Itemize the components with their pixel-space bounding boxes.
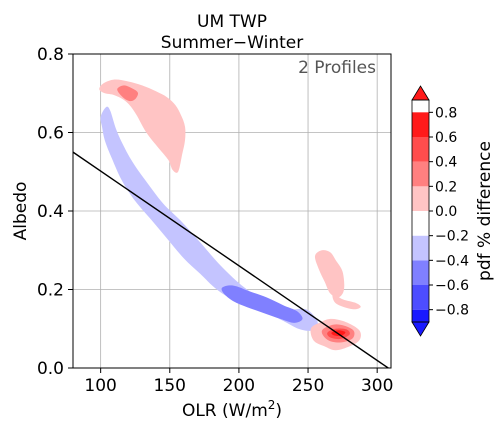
x-tick-label-250: 250 xyxy=(292,376,324,396)
colorbar-tick-label-4: −0.2 xyxy=(435,229,469,245)
y-tick-label-0.2: 0.2 xyxy=(37,281,64,301)
colorbar xyxy=(411,85,430,337)
y-tick-label-0.4: 0.4 xyxy=(37,202,64,222)
y-axis-ticks: 0.0 0.2 0.4 0.6 0.8 xyxy=(37,45,73,379)
y-axis-label: Albedo xyxy=(11,182,31,241)
chart-subtitle: Summer−Winter xyxy=(161,33,303,53)
colorbar-segment-4 xyxy=(412,235,429,261)
x-axis-ticks: 100 150 200 250 300 xyxy=(84,368,393,396)
colorbar-segment-9 xyxy=(412,112,429,137)
colorbar-segment-3 xyxy=(412,260,429,285)
colorbar-segment-2 xyxy=(412,285,429,310)
colorbar-segment-1 xyxy=(412,309,429,322)
colorbar-tick-label-5: 0.0 xyxy=(435,204,457,220)
contour-pos-top-left-core xyxy=(117,85,139,102)
colorbar-tick-label-1: −0.8 xyxy=(435,303,469,319)
contour-neg-core xyxy=(221,285,303,323)
x-tick-label-150: 150 xyxy=(154,376,186,396)
contour-pos-mid-right xyxy=(314,250,345,298)
x-tick-label-300: 300 xyxy=(361,376,393,396)
profiles-annotation: 2 Profiles xyxy=(298,58,376,78)
colorbar-tick-label-8: 0.6 xyxy=(435,130,457,146)
colorbar-segment-7 xyxy=(412,161,429,187)
colorbar-segment-8 xyxy=(412,137,429,162)
colorbar-label: pdf % difference xyxy=(475,141,495,281)
reference-line-segment xyxy=(72,151,389,369)
y-tick-label-0.8: 0.8 xyxy=(37,45,64,65)
colorbar-ticks: −0.8 −0.6 −0.4 −0.2 0.0 0.2 0.4 0.6 0.8 xyxy=(429,105,469,319)
y-tick-label-0.6: 0.6 xyxy=(37,124,64,144)
colorbar-extend-bottom xyxy=(411,321,430,337)
colorbar-tick-label-2: −0.6 xyxy=(435,278,469,294)
colorbar-tick-label-7: 0.4 xyxy=(435,155,457,171)
colorbar-extend-top xyxy=(411,85,430,101)
contour-pos-mid-right-b xyxy=(332,293,361,310)
colorbar-tick-label-9: 0.8 xyxy=(435,105,457,121)
reference-line xyxy=(72,151,389,369)
colorbar-segment-6 xyxy=(412,186,429,211)
colorbar-segment-5 xyxy=(412,211,429,236)
x-tick-label-100: 100 xyxy=(84,376,116,396)
x-axis-label: OLR (W/m2) xyxy=(182,398,282,421)
contour-pos-top-left xyxy=(99,79,186,173)
x-tick-label-200: 200 xyxy=(223,376,255,396)
colorbar-tick-label-3: −0.4 xyxy=(435,253,469,269)
y-tick-label-0.0: 0.0 xyxy=(37,359,64,379)
colorbar-tick-label-6: 0.2 xyxy=(435,179,457,195)
chart-title: UM TWP xyxy=(197,12,267,32)
